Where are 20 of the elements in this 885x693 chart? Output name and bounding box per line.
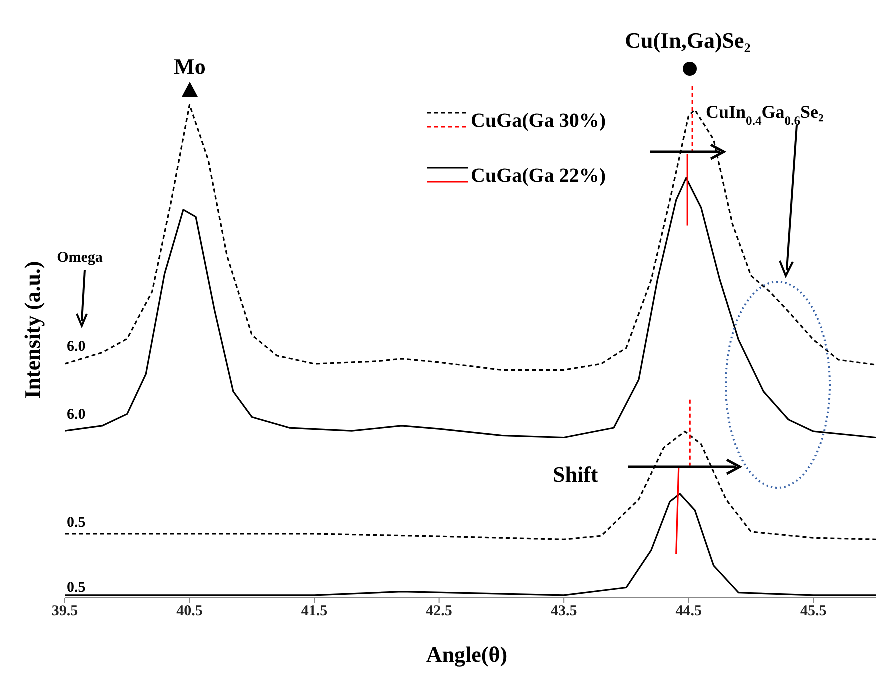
x-tick-label: 41.5: [301, 604, 328, 620]
text: Mo: [174, 54, 206, 79]
x-axis-title: Angle(θ): [426, 642, 508, 667]
annotation: 6.0: [67, 339, 86, 355]
y-axis-title: Intensity (a.u.): [20, 261, 46, 399]
x-tick-label: 44.5: [676, 604, 702, 620]
annotation: 0.5: [67, 580, 86, 596]
x-tick-label: 39.5: [52, 604, 78, 620]
x-tick-label: 43.5: [550, 604, 578, 620]
annotation: CuIn$_{0.4}$Ga$_{0.6}$Se₂: [706, 102, 824, 128]
annotation: Shift: [553, 462, 599, 487]
annotation: 0.5: [67, 515, 86, 531]
x-tick-label: 45.5: [800, 604, 827, 620]
x-tick-label: 42.5: [426, 604, 452, 620]
legend-label: CuGa(Ga 22%): [471, 165, 606, 187]
legend-label: CuGa(Ga 30%): [471, 110, 606, 132]
annotation: Omega: [57, 250, 104, 266]
text: Cu(In,Ga)Se₂: [625, 28, 752, 53]
x-tick-label: 40.5: [176, 604, 203, 620]
annotation: 6.0: [67, 407, 86, 423]
